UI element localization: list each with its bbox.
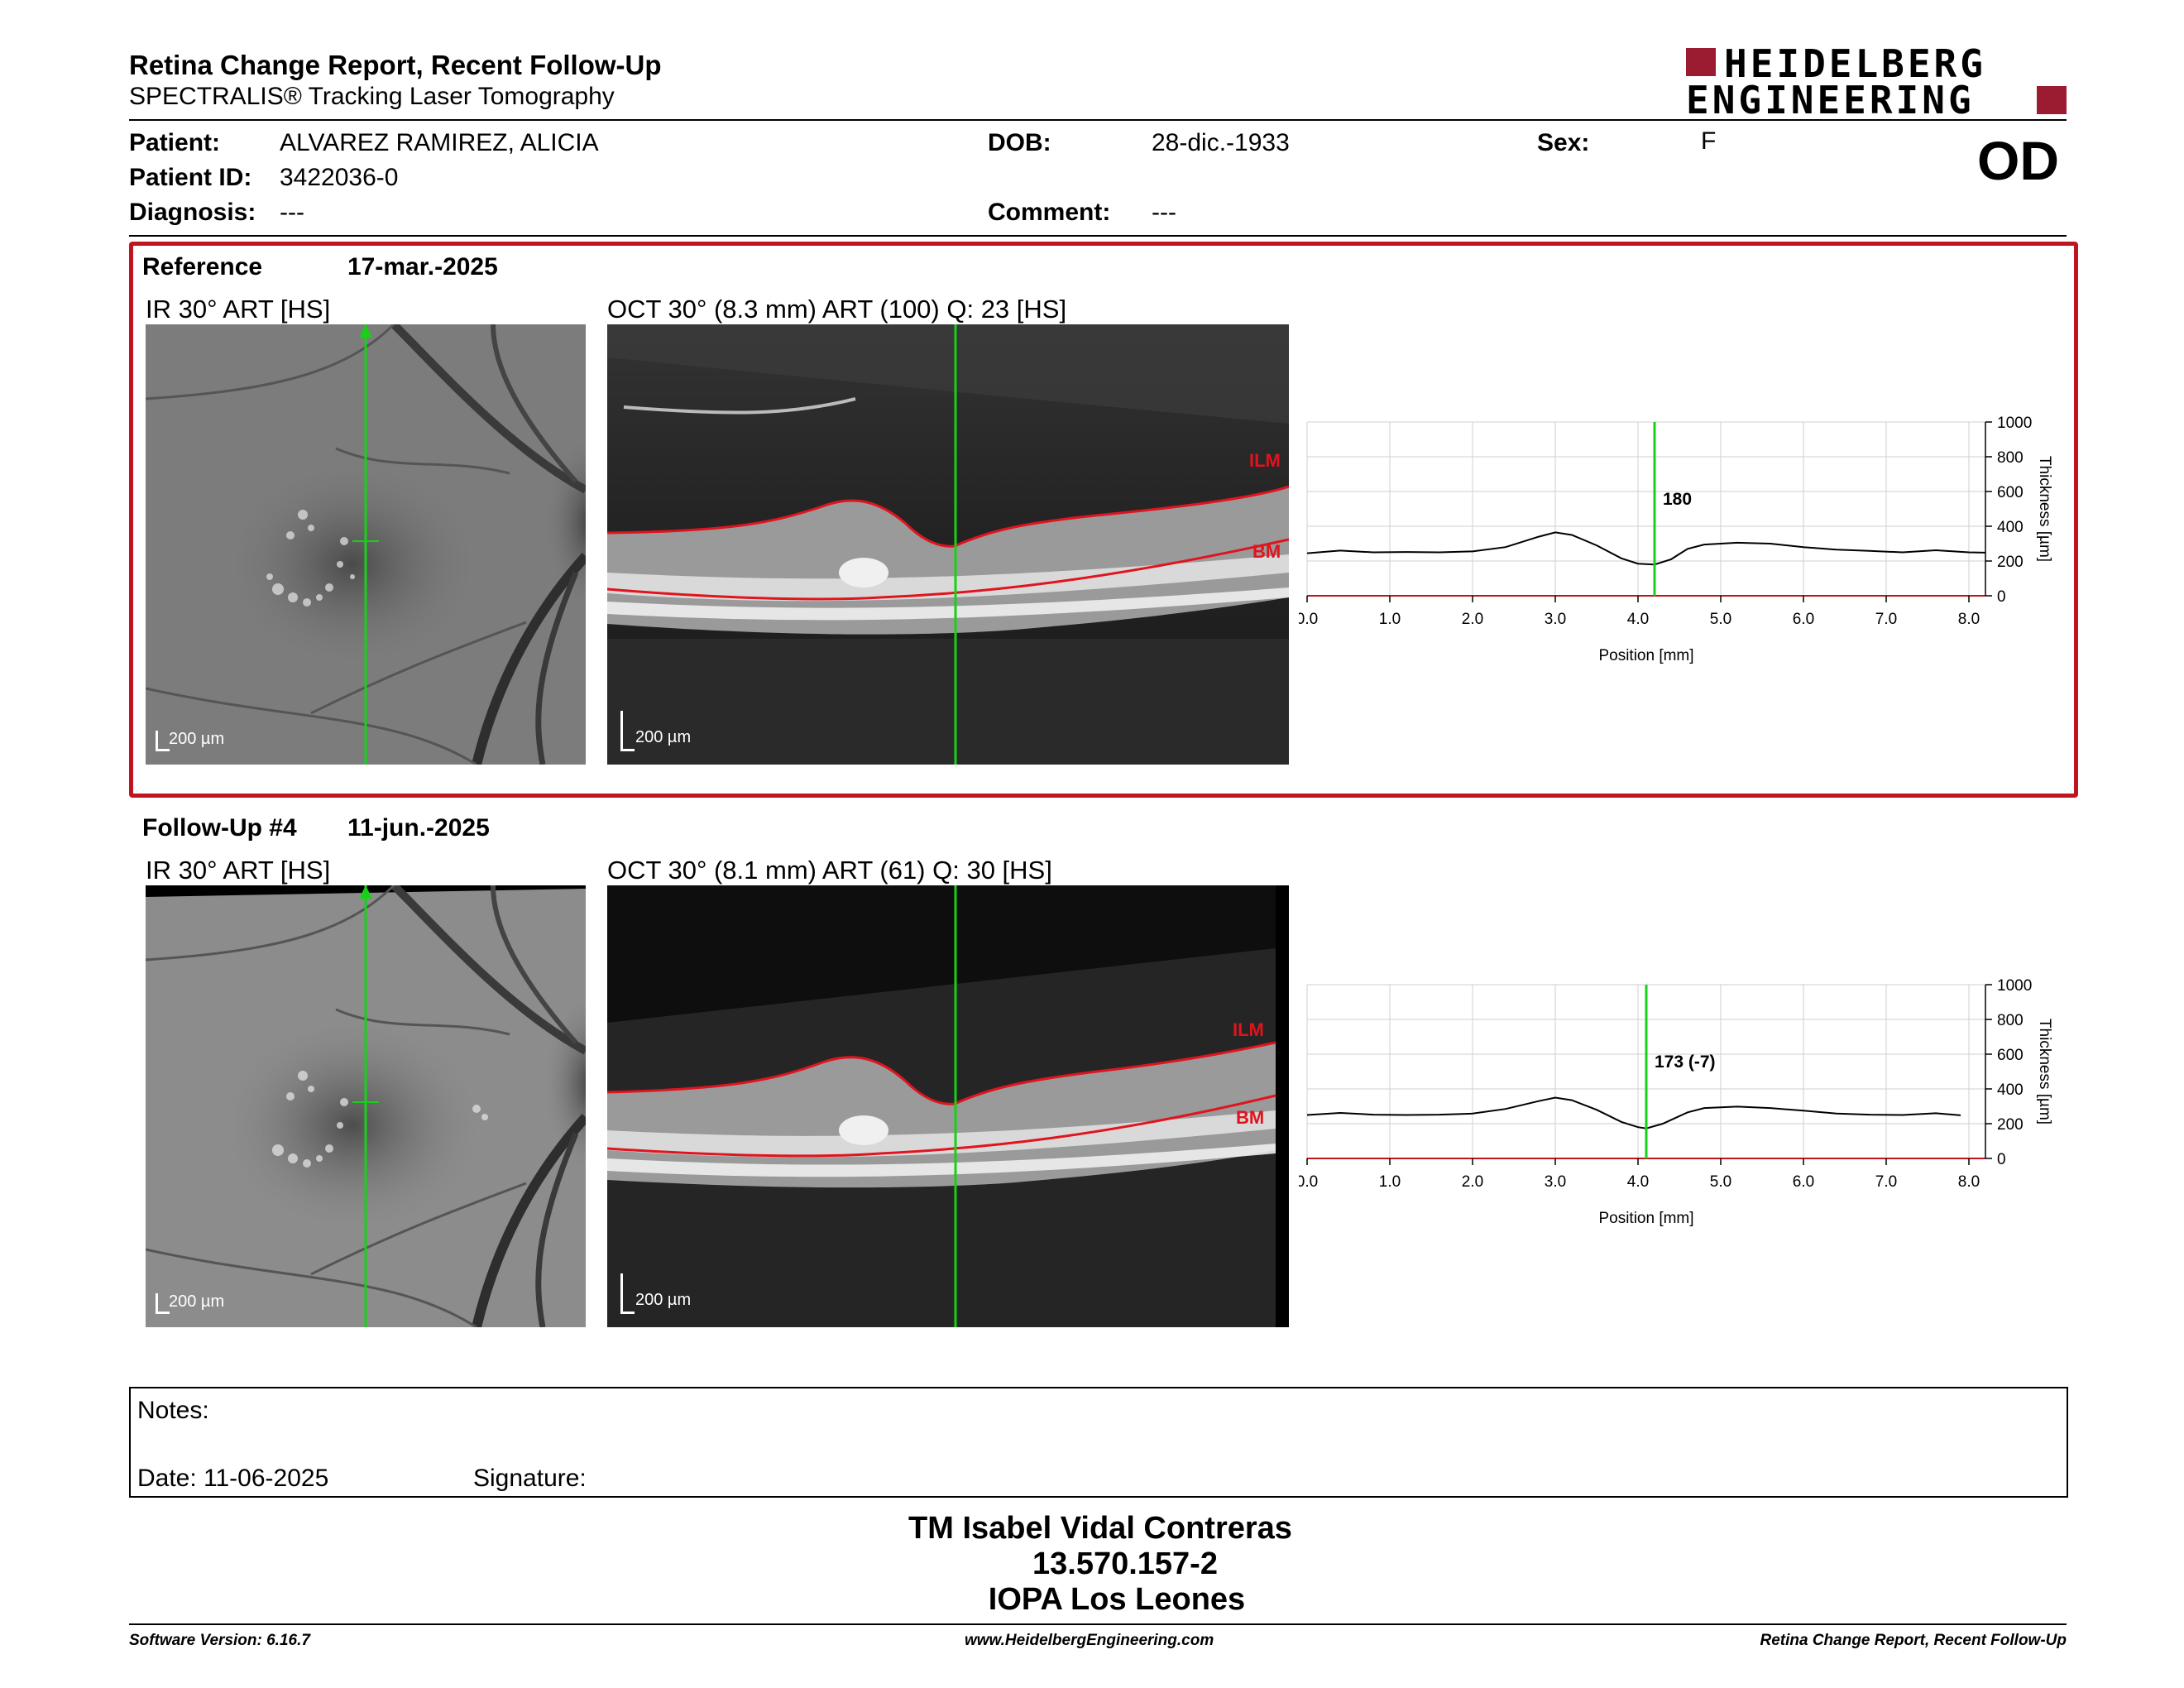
x-tick-label: 0.0	[1299, 1173, 1318, 1191]
x-tick-label: 4.0	[1627, 611, 1649, 628]
patient-name: ALVAREZ RAMIREZ, ALICIA	[280, 129, 599, 156]
followup-oct-scalebar: 200 µm	[620, 1273, 691, 1314]
signer-block: TM Isabel Vidal Contreras 13.570.157-2 I…	[728, 1511, 1473, 1618]
y-tick-label: 400	[1997, 519, 2024, 536]
y-tick-label: 800	[1997, 1012, 2024, 1029]
followup-thickness-chart: 0 200 400 600 800 1000 0.0 1.0 2.0 3.0 4.0 5.0 6.0 7.…	[1296, 968, 2076, 1241]
report-title: Retina Change Report, Recent Follow-Up	[129, 50, 662, 80]
thickness-series-line	[1306, 1096, 1961, 1129]
y-tick-label: 1000	[1997, 977, 2032, 995]
notes-box: Notes: Date: 11-06-2025 Signature:	[129, 1387, 2068, 1498]
x-tick-label: 6.0	[1793, 611, 1814, 628]
sex-value: F	[1701, 127, 1717, 155]
y-tick-label: 400	[1997, 1081, 2024, 1099]
reference-ir-scalebar: 200 µm	[156, 730, 224, 751]
report-subtitle: SPECTRALIS® Tracking Laser Tomography	[129, 83, 615, 110]
diagnosis-value: ---	[280, 199, 304, 226]
patient-id-label: Patient ID:	[129, 164, 252, 191]
x-tick-label: 4.0	[1627, 1173, 1649, 1191]
x-axis-label: Position [mm]	[1598, 1210, 1693, 1227]
x-tick-label: 8.0	[1958, 611, 1980, 628]
software-version: Software Version: 6.16.7	[129, 1632, 310, 1649]
x-axis-label: Position [mm]	[1598, 647, 1693, 664]
followup-date: 11-jun.-2025	[347, 814, 490, 842]
notes-date: Date: 11-06-2025	[137, 1465, 329, 1492]
reference-oct-image: ILM BM 200 µm	[607, 324, 1289, 765]
x-tick-label: 7.0	[1875, 1173, 1897, 1191]
sex-label: Sex:	[1537, 129, 1590, 156]
eye-label: OD	[1977, 130, 2059, 191]
marker-value-label: 180	[1663, 490, 1692, 509]
followup-ir-scalebar: 200 µm	[156, 1292, 224, 1314]
y-tick-label: 0	[1997, 1151, 2006, 1168]
notes-label: Notes:	[137, 1397, 209, 1424]
footer-report-name: Retina Change Report, Recent Follow-Up	[1760, 1632, 2067, 1649]
followup-label: Follow-Up #4	[142, 814, 297, 842]
y-tick-label: 600	[1997, 1047, 2024, 1064]
y-tick-label: 200	[1997, 554, 2024, 571]
dob-label: DOB:	[988, 129, 1051, 156]
signer-org: IOPA Los Leones	[988, 1582, 1246, 1617]
patient-id: 3422036-0	[280, 164, 399, 191]
reference-ir-title: IR 30° ART [HS]	[146, 295, 331, 324]
y-tick-label: 1000	[1997, 415, 2032, 432]
diagnosis-label: Diagnosis:	[129, 199, 256, 226]
website-link[interactable]: www.HeidelbergEngineering.com	[965, 1632, 1214, 1649]
reference-oct-scalebar: 200 µm	[620, 711, 691, 751]
logo-line1: HEIDELBERG	[1724, 41, 1986, 86]
x-tick-label: 1.0	[1379, 1173, 1401, 1191]
reference-ilm-label: ILM	[1249, 450, 1281, 471]
y-tick-label: 200	[1997, 1116, 2024, 1134]
x-tick-label: 2.0	[1462, 1173, 1483, 1191]
reference-date: 17-mar.-2025	[347, 253, 498, 281]
followup-ilm-label: ILM	[1233, 1019, 1264, 1040]
reference-bm-label: BM	[1252, 541, 1281, 562]
x-tick-label: 8.0	[1958, 1173, 1980, 1191]
x-tick-label: 1.0	[1379, 611, 1401, 628]
y-tick-label: 0	[1997, 588, 2006, 606]
followup-oct-title: OCT 30° (8.1 mm) ART (61) Q: 30 [HS]	[607, 856, 1052, 885]
marker-value-label: 173 (-7)	[1655, 1053, 1716, 1072]
reference-oct-title: OCT 30° (8.3 mm) ART (100) Q: 23 [HS]	[607, 295, 1067, 324]
x-tick-label: 3.0	[1545, 1173, 1566, 1191]
logo-line2: ENGINEERING	[1686, 78, 1975, 122]
followup-ir-title: IR 30° ART [HS]	[146, 856, 331, 885]
reference-ir-image: 200 µm	[146, 324, 586, 765]
y-tick-label: 800	[1997, 449, 2024, 467]
y-axis-label: Thickness [µm]	[2036, 1019, 2053, 1125]
x-tick-label: 0.0	[1299, 611, 1318, 628]
followup-ir-image: 200 µm	[146, 885, 586, 1327]
x-tick-label: 5.0	[1710, 611, 1731, 628]
heidelberg-logo: HEIDELBERG ENGINEERING	[1686, 41, 2067, 122]
followup-bm-label: BM	[1236, 1107, 1265, 1128]
thickness-series-line	[1306, 531, 1986, 566]
reference-thickness-chart: 0 200 400 600 800 1000 0.0 1.0 2.0 3.0 4.0 5.0 6.0 7.…	[1296, 405, 2076, 679]
reference-frame	[129, 242, 2078, 798]
y-tick-label: 600	[1997, 484, 2024, 501]
patient-label: Patient:	[129, 129, 221, 156]
reference-label: Reference	[142, 253, 263, 281]
x-tick-label: 5.0	[1710, 1173, 1731, 1191]
signature-label: Signature:	[473, 1465, 587, 1492]
x-tick-label: 6.0	[1793, 1173, 1814, 1191]
x-tick-label: 7.0	[1875, 611, 1897, 628]
comment-label: Comment:	[988, 199, 1111, 226]
x-tick-label: 3.0	[1545, 611, 1566, 628]
signer-name: TM Isabel Vidal Contreras	[908, 1511, 1292, 1546]
x-tick-label: 2.0	[1462, 611, 1483, 628]
comment-value: ---	[1152, 199, 1176, 226]
followup-oct-image: ILM BM 200 µm	[607, 885, 1289, 1327]
signer-rut: 13.570.157-2	[1032, 1547, 1218, 1581]
y-axis-label: Thickness [µm]	[2036, 456, 2053, 562]
dob-value: 28-dic.-1933	[1152, 129, 1290, 156]
